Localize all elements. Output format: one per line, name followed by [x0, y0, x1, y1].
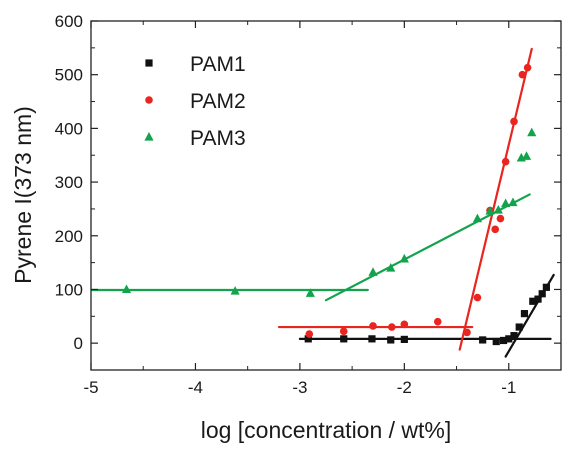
pam2-data-point [518, 70, 527, 79]
y-tick-label: 300 [55, 173, 83, 192]
x-tick-label: -2 [397, 378, 412, 397]
pam2-data-point [501, 157, 510, 166]
x-tick-label: -4 [188, 378, 203, 397]
pam3-data-point [399, 253, 409, 263]
pam2-data-point [305, 330, 314, 338]
plot-frame [90, 20, 562, 371]
pam1-data-point [387, 336, 395, 344]
legend: PAM1 PAM2 PAM3 [144, 53, 246, 150]
pam2-data-point [388, 323, 396, 331]
pam1-data-point [368, 335, 376, 343]
y-tick-label: 100 [55, 280, 83, 299]
fit-lines-layer [91, 47, 555, 358]
legend-label-pam1: PAM1 [190, 53, 246, 76]
pam2-data-point [473, 293, 482, 302]
pam1-data-point [515, 323, 523, 331]
x-tick-label: -1 [501, 378, 516, 397]
pam3-data-point [305, 288, 315, 297]
pam1-data-point [304, 335, 312, 343]
pam2-data-point [400, 320, 409, 329]
pam3-data-point [521, 151, 532, 160]
pam1-data-point [499, 336, 508, 345]
pam1-data-point [400, 335, 408, 343]
pam3-data-point [368, 267, 378, 276]
y-tick-label: 0 [74, 334, 83, 353]
legend-marker-pam1 [145, 59, 153, 67]
pam2-data-point [496, 214, 505, 223]
pam1-data-point [479, 336, 487, 344]
legend-label-pam3: PAM3 [190, 127, 246, 150]
pam1-data-point [492, 337, 500, 346]
pam1-data-point [340, 335, 348, 343]
pam3-data-point [386, 262, 396, 272]
pam1-data-point [520, 310, 529, 318]
pam2-data-point [491, 225, 500, 234]
legend-marker-pam2 [145, 96, 153, 104]
pam1-data-point [510, 332, 518, 340]
pam3-data-point [493, 204, 503, 214]
pam3-data-point [230, 286, 240, 295]
pam3-data-point [527, 127, 537, 137]
pam2-data-point [510, 117, 518, 126]
x-tick-label: -3 [292, 378, 307, 397]
pam1-data-point [534, 295, 542, 303]
pam1-data-point [529, 297, 537, 305]
axis-ticks-layer: -5 -4 -3 -2 -1 0 100 200 300 400 500 600 [55, 12, 561, 397]
pam2-fit-line-2 [458, 47, 533, 351]
pam2-data-point [523, 63, 532, 72]
pam2-data-point [433, 317, 442, 326]
pam2-data-point [339, 327, 348, 336]
pam3-data-point [472, 213, 483, 223]
pam3-data-point [485, 206, 495, 215]
y-tick-label: 600 [55, 12, 83, 31]
legend-label-pam2: PAM2 [190, 90, 246, 113]
x-tick-label: -5 [83, 378, 98, 397]
y-tick-label: 400 [55, 119, 83, 138]
pam2-data-point [463, 328, 471, 337]
y-axis-label: Pyrene I(373 nm) [10, 106, 36, 284]
y-tick-label: 200 [55, 227, 83, 246]
legend-marker-pam3 [144, 132, 154, 141]
pam3-data-point [508, 197, 518, 207]
pam1-data-point [538, 290, 546, 298]
x-axis-label: log [concentration / wt%] [201, 417, 452, 443]
pam1-data-point [505, 335, 513, 343]
pam3-data-point [501, 198, 511, 208]
pam3-data-point [121, 284, 132, 294]
pam2-data-point [369, 322, 377, 330]
pam1-data-point [542, 283, 550, 291]
y-tick-label: 500 [55, 66, 83, 85]
data-points-layer [121, 63, 550, 346]
